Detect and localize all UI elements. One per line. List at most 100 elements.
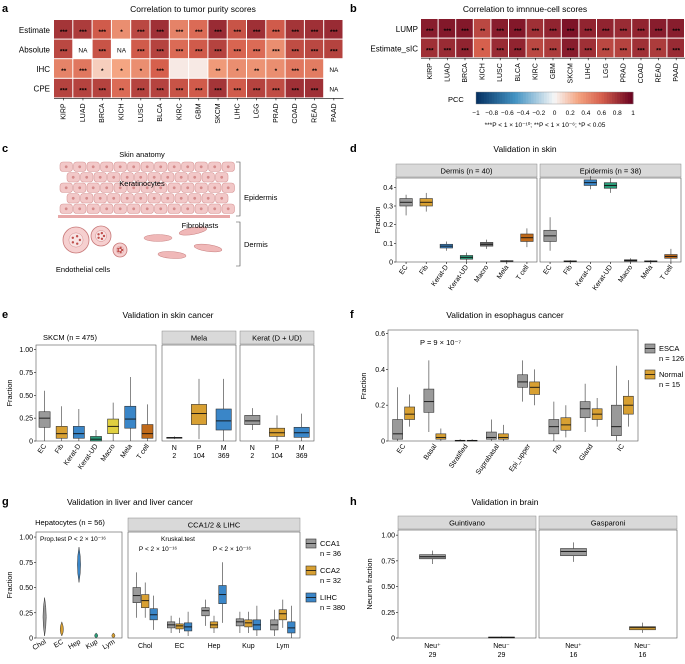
y-tick-label: 0.1	[383, 241, 393, 248]
x-tick-label: M	[299, 445, 305, 452]
cell-nucleus	[193, 196, 197, 200]
cell-nucleus	[152, 175, 156, 179]
x-tick-label: Suprabasal	[475, 443, 501, 476]
cell-label: ***	[234, 29, 242, 36]
x-tick-label: EC	[175, 643, 185, 650]
heat-cell	[92, 20, 111, 39]
colorbar-segment	[486, 92, 490, 104]
cell-label: ***	[291, 68, 299, 75]
violin	[42, 597, 47, 637]
cell-label: ***	[272, 29, 280, 36]
cell-nucleus	[166, 175, 170, 179]
heat-cell	[491, 38, 508, 58]
colorbar-segment	[525, 92, 529, 104]
x-tick-label: Kerat-D	[430, 264, 450, 288]
cell-nucleus	[125, 175, 129, 179]
colorbar-segment	[517, 92, 521, 104]
chart-title: Correlation to tumor purity scores	[130, 4, 256, 14]
heat-cell	[189, 59, 208, 78]
cell-label: ***	[195, 29, 203, 36]
x-tick-label: KIRC	[532, 63, 539, 80]
heat-cell	[526, 19, 544, 38]
heat-cell	[169, 20, 189, 39]
heat-cell	[111, 59, 131, 78]
x-tick-label: T cell	[659, 264, 675, 282]
facet-frame	[395, 177, 538, 263]
panel-label: d	[350, 143, 357, 155]
facet-strip	[539, 163, 682, 178]
violin	[77, 547, 81, 583]
colorbar-tick-label: 0.6	[597, 110, 606, 117]
colorbar-segment	[533, 92, 537, 104]
x-tick-label: GBM	[550, 63, 557, 79]
cell-label: ***	[532, 47, 540, 54]
cell-nucleus	[145, 186, 149, 190]
cell-nucleus	[132, 165, 136, 169]
legend-label: Normal	[659, 370, 684, 379]
panel-label: h	[350, 496, 357, 508]
colorbar-segment	[554, 92, 558, 104]
colorbar-segment	[580, 92, 584, 104]
panel-c-skin-anatomy: c Skin anatomy Keratinocytes Fibroblasts End…	[2, 143, 278, 274]
y-tick-label: 0.50	[381, 584, 395, 591]
blood-cell	[117, 250, 120, 253]
colorbar-segment	[499, 92, 503, 104]
cell-label: ***	[253, 48, 261, 55]
heat-cell	[131, 39, 150, 59]
heat-cell	[208, 20, 227, 39]
blood-cell	[117, 247, 120, 250]
row-label: CPE	[34, 85, 50, 94]
cell-nucleus	[145, 207, 149, 211]
heat-cell	[632, 19, 649, 38]
heat-cell	[266, 20, 285, 39]
cell-label: ***	[214, 29, 222, 36]
colorbar-tick-label: 0.2	[566, 110, 575, 117]
x-tick-label: Hep	[67, 639, 82, 652]
x-tick-label: KICH	[119, 103, 126, 120]
x-tick-label: N	[250, 445, 255, 452]
y-tick-label: 0.6	[375, 331, 385, 338]
heat-cell	[247, 78, 266, 98]
fibroblast-cell	[143, 234, 173, 242]
facet-strip	[538, 515, 678, 530]
cell-label: ***	[426, 28, 434, 35]
x-tick-label: Chol	[138, 643, 153, 650]
cell-label: ***	[156, 88, 164, 95]
colorbar-segment	[578, 92, 582, 104]
x-tick-label: LUSC	[497, 63, 504, 82]
blood-cell	[120, 248, 124, 252]
facet-title: Hepatocytes (n = 56)	[35, 518, 105, 527]
heat-cell	[111, 20, 131, 39]
cell-label: **	[656, 47, 662, 54]
x-tick-label: Hep	[208, 643, 221, 650]
heat-cell	[208, 59, 227, 78]
x-tick-label: Mela	[119, 443, 133, 460]
box-iqr	[191, 404, 207, 425]
cell-label: ***	[137, 29, 145, 36]
x-tick-label: N	[172, 445, 177, 452]
cell-label: ***	[655, 28, 663, 35]
diagram-title: Skin anatomy	[119, 150, 165, 159]
blood-cell	[100, 231, 104, 235]
colorbar-segment	[612, 92, 616, 104]
x-tick-label: T cell	[136, 443, 152, 461]
cell-label: ***	[584, 28, 592, 35]
cell-nucleus	[206, 196, 210, 200]
cell-label: ***	[156, 48, 164, 55]
y-tick-label: 0.50	[19, 393, 33, 400]
x-tick-label: Macro	[100, 443, 117, 463]
x-tick-label: LIHC	[234, 103, 241, 119]
x-tick-label: Fib	[552, 443, 563, 455]
facet-title: Gasparoni	[591, 519, 626, 528]
cell-nucleus	[213, 207, 217, 211]
sample-count: 369	[296, 453, 308, 460]
panel-label: a	[2, 3, 9, 15]
y-tick-label: 0.75	[381, 558, 395, 565]
facet-title: Dermis (n = 40)	[441, 167, 493, 176]
sample-count: 104	[271, 453, 283, 460]
heat-cell	[649, 19, 667, 38]
cell-nucleus	[179, 175, 183, 179]
heat-cell	[189, 20, 208, 39]
box-iqr	[141, 424, 154, 439]
cell-label: ***	[311, 88, 319, 95]
